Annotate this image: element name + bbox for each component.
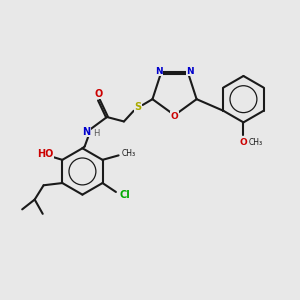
Text: CH₃: CH₃: [249, 137, 263, 146]
Text: N: N: [82, 127, 90, 137]
Text: H: H: [93, 130, 99, 139]
Text: S: S: [135, 102, 142, 112]
Text: CH₃: CH₃: [121, 149, 136, 158]
Text: N: N: [155, 67, 163, 76]
Text: O: O: [95, 89, 103, 99]
Text: N: N: [187, 67, 194, 76]
Text: O: O: [240, 137, 247, 146]
Text: O: O: [171, 112, 178, 121]
Text: Cl: Cl: [119, 190, 130, 200]
Text: HO: HO: [37, 149, 54, 160]
